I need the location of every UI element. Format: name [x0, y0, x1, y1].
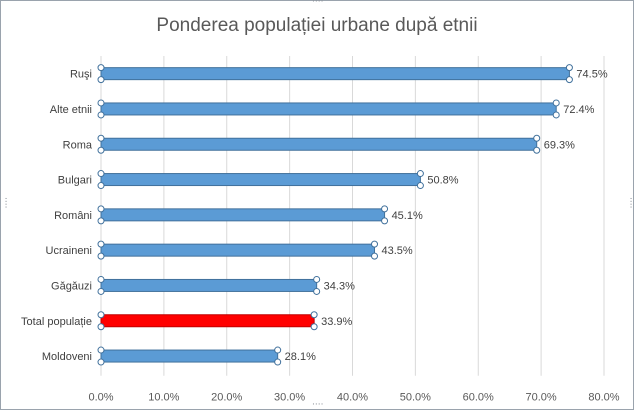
selection-handle[interactable]: [274, 358, 282, 366]
selection-handle[interactable]: [97, 99, 105, 107]
resize-handle-bottom[interactable]: ····: [312, 400, 324, 410]
data-label: 72.4%: [563, 104, 594, 116]
selection-handle[interactable]: [565, 76, 573, 84]
x-tick-label: 70.0%: [526, 392, 557, 404]
bar[interactable]: [100, 102, 557, 116]
data-label: 45.1%: [392, 210, 423, 222]
bar[interactable]: [100, 67, 570, 81]
bar[interactable]: [100, 137, 538, 151]
selection-handle[interactable]: [552, 111, 560, 119]
x-tick-label: 20.0%: [211, 392, 242, 404]
selection-handle[interactable]: [97, 358, 105, 366]
selection-handle[interactable]: [97, 146, 105, 154]
category-label: Români: [54, 210, 92, 222]
selection-handle[interactable]: [97, 311, 105, 319]
selection-handle[interactable]: [416, 182, 424, 190]
category-label: Ucraineni: [46, 245, 92, 257]
x-tick-label: 10.0%: [148, 392, 179, 404]
selection-handle[interactable]: [97, 287, 105, 295]
selection-handle[interactable]: [533, 134, 541, 142]
x-tick-label: 50.0%: [400, 392, 431, 404]
selection-handle[interactable]: [381, 217, 389, 225]
selection-handle[interactable]: [97, 217, 105, 225]
category-label: Găgăuzi: [51, 280, 92, 292]
data-label: 28.1%: [285, 351, 316, 363]
bar[interactable]: [100, 208, 386, 222]
data-label: 33.9%: [321, 316, 352, 328]
bar[interactable]: [100, 278, 318, 292]
category-label: Bulgari: [58, 175, 92, 187]
x-tick-label: 60.0%: [463, 392, 494, 404]
selection-handle[interactable]: [97, 64, 105, 72]
selection-handle[interactable]: [97, 240, 105, 248]
data-label: 69.3%: [544, 139, 575, 151]
data-label: 43.5%: [382, 245, 413, 257]
selection-handle[interactable]: [97, 252, 105, 260]
bar[interactable]: [100, 314, 315, 328]
selection-handle[interactable]: [310, 323, 318, 331]
selection-handle[interactable]: [97, 134, 105, 142]
category-label: Moldoveni: [42, 351, 92, 363]
selection-handle[interactable]: [313, 275, 321, 283]
selection-handle[interactable]: [313, 287, 321, 295]
data-label: 74.5%: [576, 69, 607, 81]
selection-handle[interactable]: [97, 76, 105, 84]
selection-handle[interactable]: [97, 111, 105, 119]
selection-handle[interactable]: [97, 323, 105, 331]
selection-handle[interactable]: [97, 205, 105, 213]
x-tick-label: 80.0%: [588, 392, 619, 404]
x-tick-label: 40.0%: [337, 392, 368, 404]
selection-handle[interactable]: [416, 170, 424, 178]
selection-handle[interactable]: [381, 205, 389, 213]
category-label: Ruşi: [70, 69, 92, 81]
data-label: 50.8%: [427, 175, 458, 187]
resize-handle-top[interactable]: ····: [312, 0, 324, 7]
selection-handle[interactable]: [97, 275, 105, 283]
x-tick-label: 30.0%: [274, 392, 305, 404]
x-tick-label: 0.0%: [88, 392, 113, 404]
selection-handle[interactable]: [371, 240, 379, 248]
selection-handle[interactable]: [533, 146, 541, 154]
selection-handle[interactable]: [565, 64, 573, 72]
bar[interactable]: [100, 243, 376, 257]
selection-handle[interactable]: [97, 346, 105, 354]
bar[interactable]: [100, 173, 421, 187]
resize-handle-left[interactable]: ····: [0, 197, 10, 209]
selection-handle[interactable]: [371, 252, 379, 260]
resize-handle-right[interactable]: ····: [625, 197, 634, 209]
selection-handle[interactable]: [97, 170, 105, 178]
chart-title[interactable]: Ponderea populației urbane după etnii: [156, 15, 478, 36]
selection-handle[interactable]: [552, 99, 560, 107]
bar[interactable]: [100, 349, 279, 363]
selection-handle[interactable]: [310, 311, 318, 319]
category-label: Alte etnii: [50, 104, 92, 116]
selection-handle[interactable]: [274, 346, 282, 354]
data-label: 34.3%: [324, 280, 355, 292]
category-label: Roma: [63, 139, 93, 151]
category-label: Total populație: [21, 316, 92, 328]
selection-handle[interactable]: [97, 182, 105, 190]
